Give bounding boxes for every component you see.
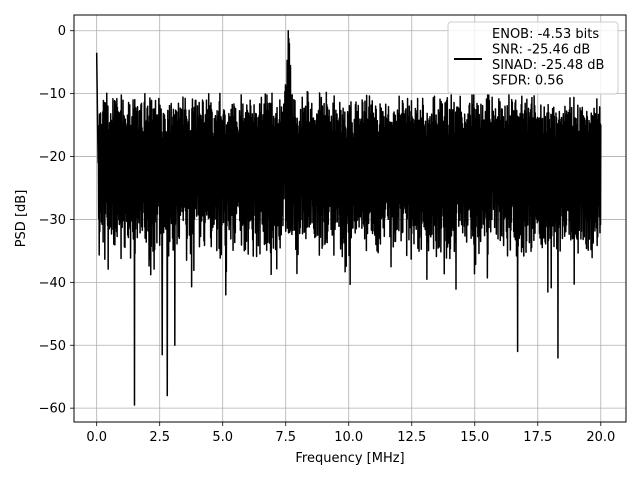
y-tick-label: −20 bbox=[39, 150, 66, 165]
y-tick-label: −50 bbox=[39, 339, 66, 354]
psd-series-line bbox=[95, 29, 602, 406]
y-tick-label: 0 bbox=[58, 24, 66, 39]
legend-enob-text: ENOB: -4.53 bits bbox=[492, 27, 599, 42]
x-tick-label: 10.0 bbox=[334, 430, 363, 445]
x-tick-label: 5.0 bbox=[212, 430, 233, 445]
plot-area bbox=[95, 29, 602, 406]
x-tick-label: 2.5 bbox=[149, 430, 170, 445]
axes-frame bbox=[73, 14, 627, 423]
y-tick-label: −10 bbox=[39, 87, 66, 102]
y-tick-label: −30 bbox=[39, 213, 66, 228]
y-axis-label: PSD [dB] bbox=[14, 190, 29, 248]
x-axis-label: Frequency [MHz] bbox=[295, 451, 404, 466]
legend: ENOB: -4.53 bits SNR: -25.46 dB SINAD: -… bbox=[447, 21, 619, 95]
x-tick-label: 7.5 bbox=[275, 430, 296, 445]
legend-sfdr-text: SFDR: 0.56 bbox=[492, 74, 564, 89]
legend-sinad-text: SINAD: -25.48 dB bbox=[492, 58, 604, 73]
x-tick-label: 0.0 bbox=[86, 430, 107, 445]
legend-box bbox=[447, 21, 619, 95]
x-tick-label: 15.0 bbox=[460, 430, 489, 445]
ticks: 0.0 2.5 5.0 7.5 10.0 12.5 15.0 17.5 20.0 0 −10 −20 −… bbox=[39, 24, 616, 445]
y-tick-label: −60 bbox=[39, 402, 66, 417]
y-tick-label: −40 bbox=[39, 276, 66, 291]
x-tick-label: 17.5 bbox=[523, 430, 552, 445]
legend-snr-text: SNR: -25.46 dB bbox=[492, 43, 590, 58]
x-tick-label: 12.5 bbox=[397, 430, 426, 445]
x-tick-label: 20.0 bbox=[586, 430, 615, 445]
